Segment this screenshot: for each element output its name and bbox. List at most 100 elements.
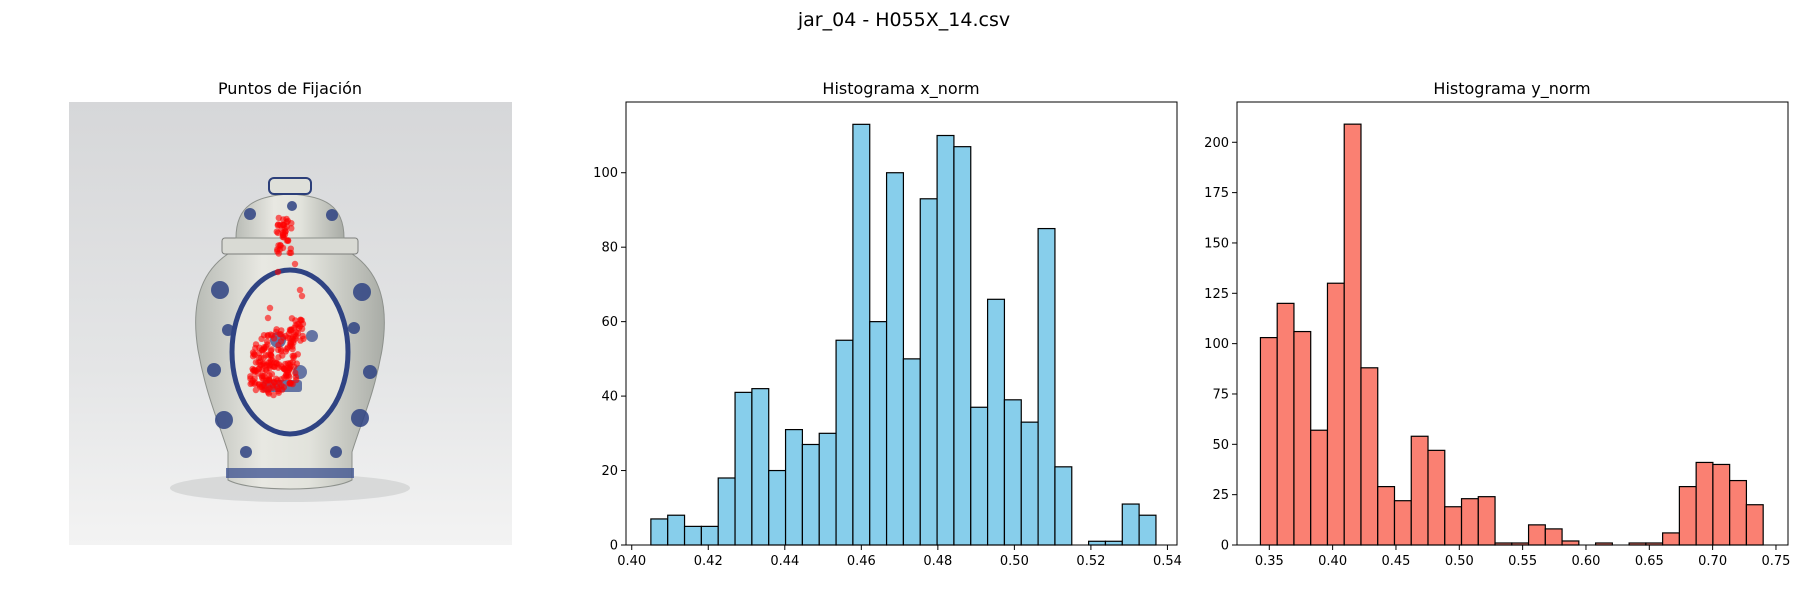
fixation-point — [276, 331, 283, 338]
fixation-point — [283, 345, 290, 353]
fixation-point — [289, 345, 296, 353]
histogram-bar-y-norm — [1527, 524, 1546, 546]
histogram-bar-x-norm — [1037, 227, 1056, 546]
fixation-point — [284, 237, 292, 244]
chart-title-x-norm: Histograma x_norm — [822, 79, 979, 99]
fixation-point — [273, 228, 280, 235]
fixation-point — [288, 326, 295, 333]
fixation-point — [270, 335, 278, 342]
fixation-point — [280, 229, 287, 236]
fixation-point — [291, 260, 299, 268]
histogram-bar-x-norm — [885, 172, 905, 546]
histogram-bar-y-norm — [1377, 486, 1396, 546]
x-tick-label: 0.50 — [1445, 554, 1474, 569]
y-tick-label: 125 — [1204, 287, 1229, 302]
histogram-x-norm: Histograma x_norm 0.40 0.42 0.44 0.46 0.48 0.… — [593, 79, 1182, 569]
histogram-bar-y-norm — [1745, 504, 1764, 546]
y-tick-label: 100 — [1204, 337, 1229, 352]
histogram-bar-x-norm — [667, 514, 686, 546]
histogram-bar-y-norm — [1460, 498, 1479, 546]
histogram-bar-x-norm — [683, 525, 702, 546]
x-tick-label: 0.55 — [1508, 554, 1537, 569]
fixation-point — [273, 360, 280, 367]
histogram-bar-x-norm — [936, 134, 955, 546]
fixation-point — [286, 379, 293, 387]
x-tick-label: 0.48 — [923, 554, 952, 569]
fixation-point — [258, 335, 265, 342]
fixation-point — [286, 373, 293, 381]
histogram-bar-x-norm — [1003, 399, 1022, 546]
fixation-point — [264, 332, 271, 340]
histogram-bar-x-norm — [1088, 540, 1107, 546]
y-tick-label: 25 — [1212, 488, 1229, 503]
y-tick-label: 0 — [1221, 539, 1229, 554]
histogram-bar-x-norm — [902, 358, 921, 546]
x-tick-label: 0.45 — [1381, 554, 1410, 569]
fixation-point — [256, 364, 263, 372]
fixation-point — [284, 217, 292, 225]
histogram-bar-y-norm — [1326, 282, 1345, 546]
fixation-point — [274, 268, 282, 276]
histogram-bar-y-norm — [1561, 540, 1580, 546]
fixation-point — [294, 351, 301, 358]
axes-frame-x-norm — [625, 101, 1178, 546]
figure-suptitle: jar_04 - H055X_14.csv — [797, 9, 1010, 31]
ticks-y-norm: 0.35 0.40 0.45 0.50 0.55 0.60 0.65 0.70 0.75 0 25 5… — [1204, 136, 1790, 569]
histogram-bar-y-norm — [1662, 532, 1680, 546]
bars-x-norm — [650, 123, 1157, 546]
fixation-point — [296, 286, 304, 294]
histogram-bar-x-norm — [700, 525, 719, 546]
histogram-bar-x-norm — [1104, 540, 1123, 546]
histogram-bar-y-norm — [1410, 435, 1429, 546]
fixation-point — [266, 385, 273, 392]
fixation-point — [288, 225, 295, 232]
histogram-bar-y-norm — [1360, 367, 1379, 546]
fixation-point — [265, 351, 272, 358]
histogram-bar-x-norm — [1054, 466, 1073, 546]
histogram-bar-y-norm — [1343, 123, 1362, 546]
fixation-point — [288, 315, 296, 322]
y-tick-label: 80 — [601, 241, 618, 256]
x-tick-label: 0.75 — [1761, 554, 1790, 569]
x-tick-label: 0.65 — [1635, 554, 1664, 569]
fixation-point — [273, 375, 280, 382]
histogram-bar-y-norm — [1393, 500, 1412, 546]
y-tick-label: 50 — [1212, 438, 1229, 453]
x-tick-label: 0.40 — [1318, 554, 1347, 569]
y-tick-label: 200 — [1204, 136, 1229, 151]
fixation-point — [266, 304, 274, 312]
x-tick-label: 0.44 — [770, 554, 799, 569]
x-tick-label: 0.52 — [1076, 554, 1105, 569]
histogram-bar-y-norm — [1259, 336, 1278, 546]
axes-frame-y-norm — [1236, 101, 1789, 546]
jar-photo — [69, 102, 512, 545]
fixation-point — [280, 365, 288, 372]
fixation-point — [258, 383, 265, 390]
y-tick-label: 60 — [601, 315, 618, 330]
x-tick-label: 0.50 — [1000, 554, 1029, 569]
histogram-bar-y-norm — [1276, 302, 1295, 546]
ticks-x-norm: 0.40 0.42 0.44 0.46 0.48 0.50 0.52 0.54 0 20 40 60 8… — [593, 166, 1182, 569]
fixation-point — [255, 349, 263, 357]
fixation-point — [268, 346, 275, 353]
histogram-bar-y-norm — [1712, 463, 1731, 546]
histogram-bar-y-norm — [1310, 429, 1329, 546]
image-panel-title: Puntos de Fijación — [218, 79, 362, 98]
histogram-bar-x-norm — [650, 518, 669, 546]
histogram-bar-y-norm — [1293, 330, 1312, 546]
fixation-point — [298, 292, 306, 300]
histogram-bar-x-norm — [1121, 503, 1140, 546]
histogram-bar-x-norm — [986, 298, 1006, 546]
histogram-bar-x-norm — [835, 339, 854, 546]
histogram-bar-x-norm — [919, 198, 938, 546]
y-tick-label: 75 — [1212, 387, 1229, 402]
histogram-bar-y-norm — [1678, 486, 1697, 546]
histogram-bar-x-norm — [1020, 421, 1039, 546]
histogram-y-norm: Histograma y_norm 0.35 0.40 0.45 0.50 0.55 0.… — [1204, 79, 1790, 569]
y-tick-label: 20 — [601, 464, 618, 479]
fixation-point — [255, 354, 262, 361]
x-tick-label: 0.70 — [1698, 554, 1727, 569]
fixation-point — [264, 314, 272, 322]
fixation-points — [247, 214, 307, 399]
